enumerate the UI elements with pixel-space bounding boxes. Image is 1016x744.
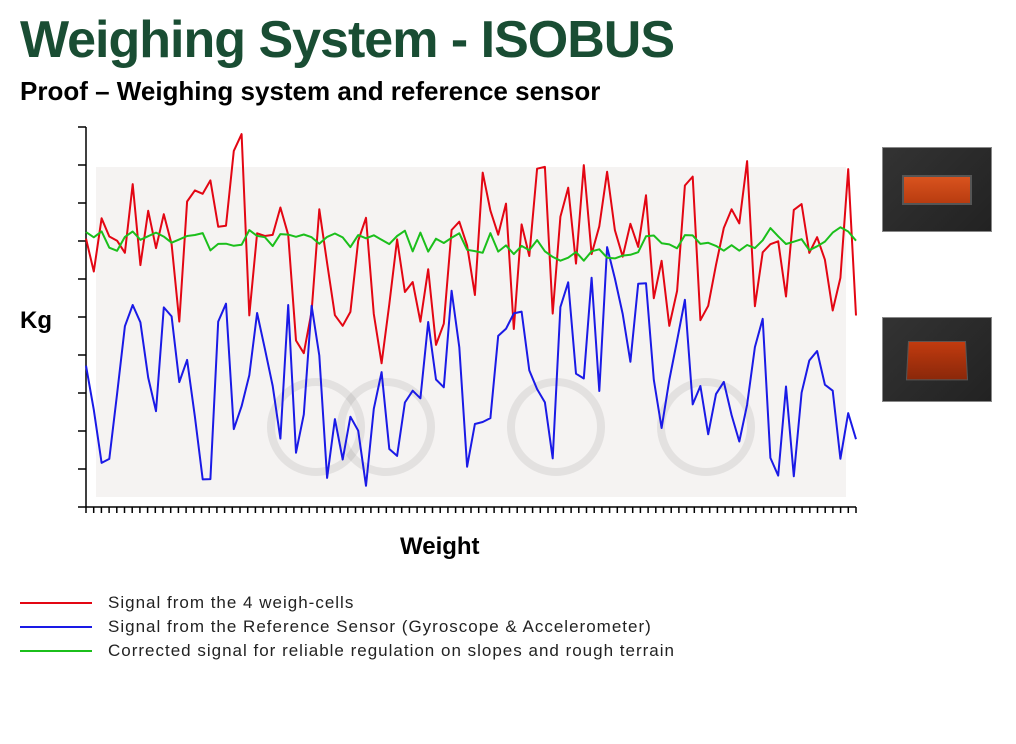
legend-item: Signal from the Reference Sensor (Gyrosc… — [20, 617, 996, 637]
legend-item: Corrected signal for reliable regulation… — [20, 641, 996, 661]
weigh-cell-photo — [882, 147, 992, 232]
reference-sensor-photo — [882, 317, 992, 402]
legend-swatch — [20, 650, 92, 652]
legend-label: Corrected signal for reliable regulation… — [108, 641, 675, 661]
legend-label: Signal from the 4 weigh-cells — [108, 593, 354, 613]
legend-swatch — [20, 602, 92, 604]
y-axis-label: Kg — [20, 307, 52, 335]
page-title: Weighing System - ISOBUS — [20, 10, 996, 70]
legend-label: Signal from the Reference Sensor (Gyrosc… — [108, 617, 652, 637]
page-subtitle: Proof – Weighing system and reference se… — [20, 76, 996, 107]
x-axis-label: Weight — [400, 533, 480, 561]
chart-container: Kg Weight — [20, 127, 980, 557]
legend-swatch — [20, 626, 92, 628]
chart-legend: Signal from the 4 weigh-cells Signal from… — [20, 593, 996, 661]
line-chart — [86, 127, 856, 507]
legend-item: Signal from the 4 weigh-cells — [20, 593, 996, 613]
